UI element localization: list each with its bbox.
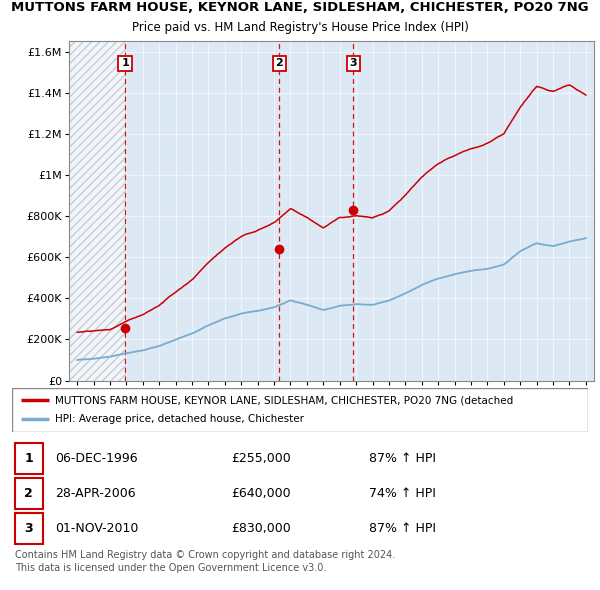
Bar [69,41,125,381]
Text: £255,000: £255,000 [231,452,290,465]
Text: 1: 1 [25,452,33,465]
Text: This data is licensed under the Open Government Licence v3.0.: This data is licensed under the Open Gov… [15,563,326,573]
Text: 3: 3 [25,522,33,535]
Bar [15,513,43,543]
Text: MUTTONS FARM HOUSE, KEYNOR LANE, SIDLESHAM, CHICHESTER, PO20 7NG: MUTTONS FARM HOUSE, KEYNOR LANE, SIDLESH… [11,2,589,15]
Text: 87% ↑ HPI: 87% ↑ HPI [369,522,436,535]
Text: 28-APR-2006: 28-APR-2006 [55,487,136,500]
Text: 1: 1 [121,58,129,68]
Text: MUTTONS FARM HOUSE, KEYNOR LANE, SIDLESHAM, CHICHESTER, PO20 7NG (detached: MUTTONS FARM HOUSE, KEYNOR LANE, SIDLESH… [55,395,514,405]
Text: £830,000: £830,000 [231,522,290,535]
Text: 01-NOV-2010: 01-NOV-2010 [55,522,139,535]
Text: 2: 2 [275,58,283,68]
Bar [15,478,43,509]
Text: 87% ↑ HPI: 87% ↑ HPI [369,452,436,465]
Text: 3: 3 [350,58,357,68]
Text: £640,000: £640,000 [231,487,290,500]
Text: 2: 2 [25,487,33,500]
Text: HPI: Average price, detached house, Chichester: HPI: Average price, detached house, Chic… [55,415,304,424]
Text: Contains HM Land Registry data © Crown copyright and database right 2024.: Contains HM Land Registry data © Crown c… [15,550,395,560]
Bar [15,443,43,474]
Text: Price paid vs. HM Land Registry's House Price Index (HPI): Price paid vs. HM Land Registry's House … [131,21,469,34]
Text: 06-DEC-1996: 06-DEC-1996 [55,452,138,465]
Text: 74% ↑ HPI: 74% ↑ HPI [369,487,436,500]
